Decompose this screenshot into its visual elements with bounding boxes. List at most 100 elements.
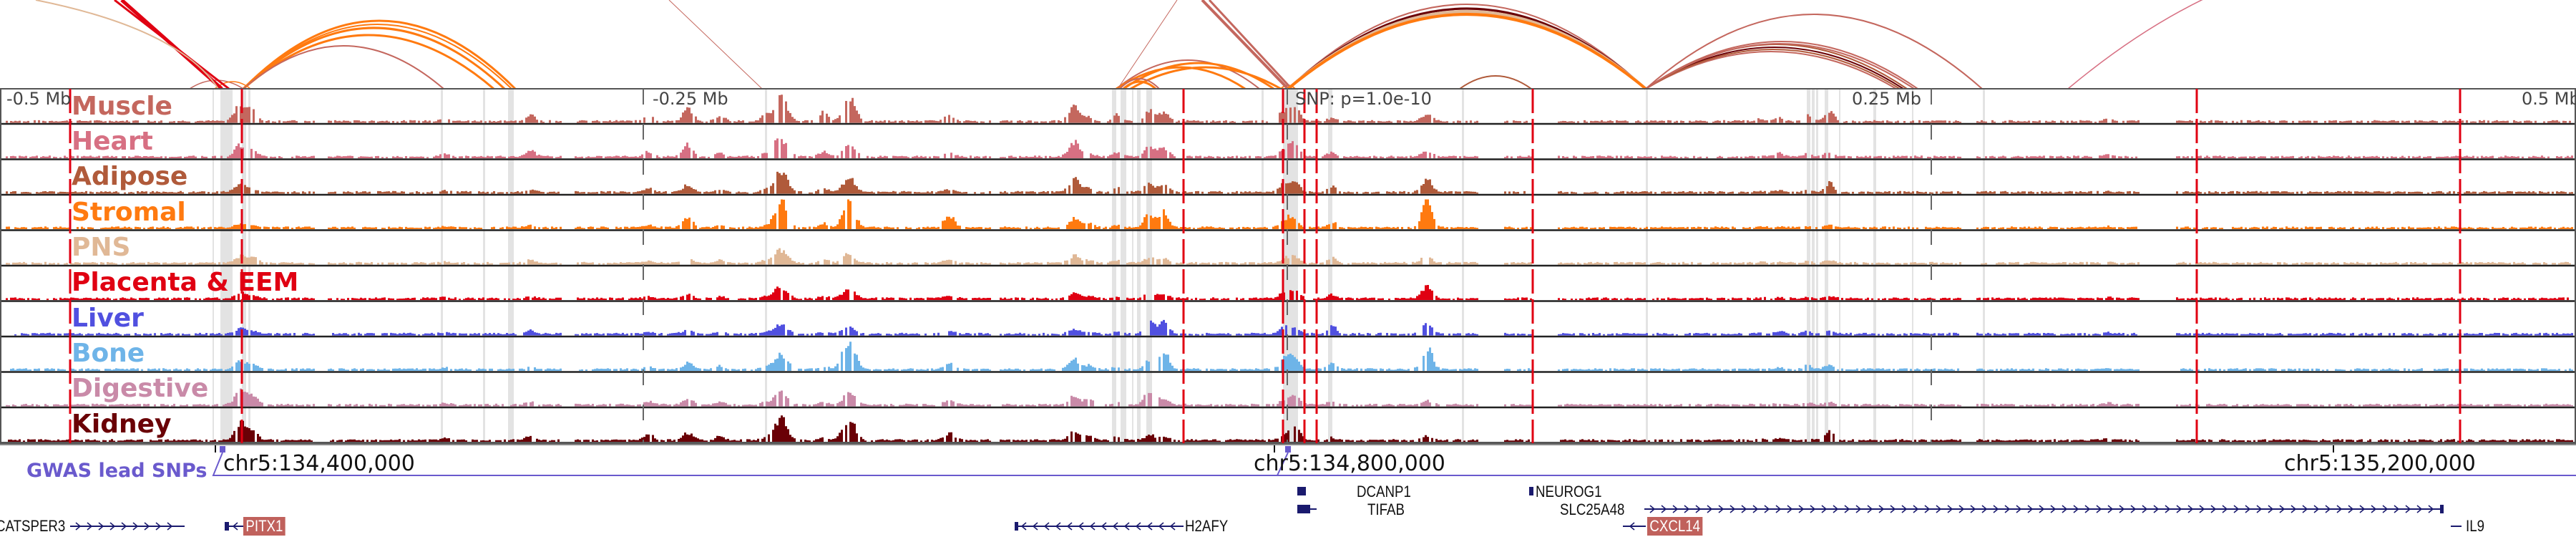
track-label-muscle: Muscle (72, 92, 172, 121)
coordinate-label: chr5:135,200,000 (2284, 451, 2476, 476)
strand-arrow-right-icon (1718, 505, 1724, 513)
strand-arrow-right-icon (1775, 505, 1782, 513)
strand-arrow-right-icon (1901, 505, 1908, 513)
strand-arrow-left-icon (1032, 522, 1038, 531)
strand-arrow-left-icon (1123, 522, 1130, 531)
axis-tick-label: 0.5 Mb (2522, 89, 2576, 109)
strand-arrow-right-icon (1981, 505, 1988, 513)
strand-arrow-right-icon (2256, 505, 2263, 513)
interaction-arc (243, 45, 444, 90)
strand-arrow-right-icon (87, 522, 93, 531)
gene-neurog1-exon (1529, 487, 1533, 495)
strand-arrow-right-icon (1684, 505, 1690, 513)
track-label-stromal: Stromal (72, 198, 186, 227)
strand-arrow-right-icon (1810, 505, 1816, 513)
strand-arrow-right-icon (1878, 505, 1885, 513)
strand-arrow-right-icon (1947, 505, 1953, 513)
gene-h2afy (1015, 522, 1184, 531)
coordinate-ruler (0, 444, 2576, 453)
strand-arrow-right-icon (2394, 505, 2400, 513)
gwas-snp-marker (220, 446, 225, 453)
strand-arrow-right-icon (2313, 505, 2320, 513)
signal-bars (6, 199, 2573, 229)
strand-arrow-right-icon (1821, 505, 1828, 513)
gene-track (70, 487, 2462, 531)
gene-label-slc25a48[interactable]: SLC25A48 (1560, 500, 1625, 518)
gene-label-catsper3[interactable]: CATSPER3 (0, 517, 66, 535)
gene-slc25a48 (1644, 505, 2441, 513)
signal-bars (8, 415, 2573, 442)
strand-arrow-right-icon (1970, 505, 1976, 513)
strand-arrow-left-icon (1089, 522, 1096, 531)
signal-bars (14, 319, 2573, 336)
strand-arrow-right-icon (2336, 505, 2343, 513)
strand-arrow-right-icon (109, 522, 116, 531)
gene-label-il9[interactable]: IL9 (2466, 517, 2485, 535)
strand-arrow-right-icon (1672, 505, 1679, 513)
strand-arrow-right-icon (1936, 505, 1942, 513)
gene-label-pitx1[interactable]: PITX1 (243, 517, 286, 536)
track-label-liver: Liver (72, 304, 144, 333)
interaction-arc (2067, 0, 2203, 90)
strand-arrow-right-icon (2416, 505, 2423, 513)
strand-arrow-left-icon (1146, 522, 1153, 531)
strand-arrow-right-icon (2084, 505, 2091, 513)
strand-arrow-right-icon (2245, 505, 2251, 513)
gene-catsper3 (70, 522, 185, 531)
strand-arrow-right-icon (132, 522, 139, 531)
interaction-arcs (35, 0, 2203, 90)
strand-arrow-right-icon (1913, 505, 1919, 513)
strand-arrow-right-icon (2348, 505, 2354, 513)
signal-bars (6, 248, 2571, 265)
strand-arrow-left-icon (1078, 522, 1084, 531)
strand-arrow-right-icon (2027, 505, 2034, 513)
gene-pitx1 (226, 522, 243, 531)
gwas-track-label: GWAS lead SNPs (26, 460, 208, 482)
coordinate-label: chr5:134,400,000 (223, 451, 415, 476)
strand-arrow-right-icon (2119, 505, 2125, 513)
signal-bars (6, 138, 2573, 158)
strand-arrow-right-icon (1707, 505, 1713, 513)
strand-arrow-right-icon (1649, 505, 1656, 513)
interaction-arc (1645, 49, 1901, 90)
strand-arrow-right-icon (2359, 505, 2366, 513)
strand-arrow-right-icon (1833, 505, 1839, 513)
signal-bars (6, 388, 2573, 407)
strand-arrow-right-icon (2302, 505, 2308, 513)
strand-arrow-right-icon (1741, 505, 1747, 513)
gene-label-neurog1[interactable]: NEUROG1 (1536, 483, 1602, 500)
strand-arrow-left-icon (1135, 522, 1141, 531)
interaction-arc (1287, 13, 1647, 90)
strand-arrow-right-icon (1764, 505, 1770, 513)
track-label-kidney: Kidney (72, 410, 172, 439)
strand-arrow-right-icon (121, 522, 127, 531)
track-label-placenta: Placenta & EEM (72, 268, 299, 297)
interaction-arc (114, 0, 230, 90)
gene-label-cxcl14[interactable]: CXCL14 (1647, 517, 1703, 536)
interaction-arc (1116, 59, 1260, 90)
signal-bars (10, 342, 2573, 371)
strand-arrow-right-icon (2016, 505, 2022, 513)
gene-tifab-exon (1297, 505, 1310, 513)
signal-bars (6, 171, 2573, 194)
strand-arrow-right-icon (1661, 505, 1667, 513)
axis-tick-label: 0.25 Mb (1852, 89, 1922, 109)
gene-label-h2afy[interactable]: H2AFY (1185, 517, 1229, 535)
gene-label-tifab[interactable]: TIFAB (1367, 500, 1405, 518)
strand-arrow-left-icon (1101, 522, 1107, 531)
strand-arrow-right-icon (1695, 505, 1702, 513)
strand-arrow-right-icon (2268, 505, 2274, 513)
coordinate-label: chr5:134,800,000 (1254, 451, 1445, 476)
strand-arrow-right-icon (2107, 505, 2114, 513)
gene-label-dcanp1[interactable]: DCANP1 (1357, 483, 1411, 500)
strand-arrow-right-icon (2165, 505, 2171, 513)
strand-arrow-left-icon (1169, 522, 1176, 531)
strand-arrow-right-icon (2176, 505, 2182, 513)
gene-dcanp1-exon (1297, 487, 1306, 495)
strand-arrow-right-icon (1787, 505, 1793, 513)
track-label-bone: Bone (72, 339, 145, 368)
strand-arrow-right-icon (1729, 505, 1736, 513)
strand-arrow-right-icon (2199, 505, 2205, 513)
interaction-arc (242, 26, 506, 90)
